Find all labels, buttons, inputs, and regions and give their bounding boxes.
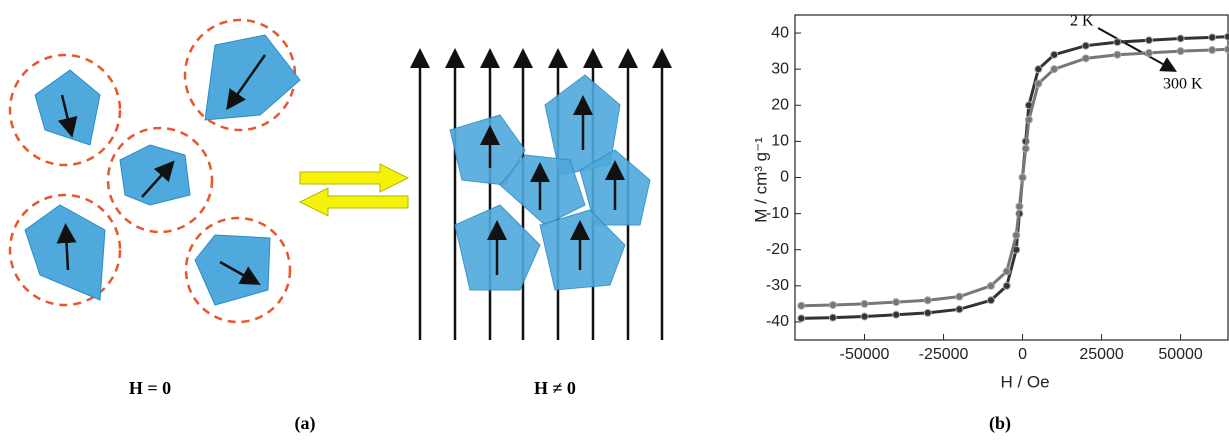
x-axis-label: H / Oe [1000,372,1049,391]
point [893,311,900,318]
y-tick-label: -10 [766,205,789,222]
point [1022,145,1029,152]
point [1209,47,1216,54]
point [1035,80,1042,87]
point [1114,51,1121,58]
point [1209,34,1216,41]
y-tick-label: 20 [771,96,789,113]
annotation: 300 K [1163,76,1203,93]
point [1177,35,1184,42]
y-tick-label: 0 [780,169,789,186]
point [829,314,836,321]
annotation-arrow [1098,28,1170,68]
y-tick-label: 10 [771,133,789,150]
caption: (a) [295,413,316,434]
point [829,301,836,308]
x-tick-label: 25000 [1079,346,1124,363]
point [861,300,868,307]
diagram-a: H = 0 H ≠ 0 (a) [10,20,662,434]
point [798,315,805,322]
point [1035,66,1042,73]
point [1051,51,1058,58]
point [1114,39,1121,46]
point [798,302,805,309]
point [1225,33,1229,40]
point [1225,46,1229,53]
point [1019,174,1026,181]
point [924,309,931,316]
point [987,282,994,289]
y-tick-label: -40 [766,313,789,330]
point [1013,232,1020,239]
y-tick-label: -20 [766,241,789,258]
x-tick-label: 0 [1018,346,1027,363]
point [1003,282,1010,289]
point [1145,49,1152,56]
right-label: H ≠ 0 [534,378,576,398]
y-tick-label: 30 [771,60,789,77]
point [893,299,900,306]
point [1082,42,1089,49]
point [1051,66,1058,73]
point [1003,268,1010,275]
x-tick-label: -50000 [840,346,890,363]
point [1025,116,1032,123]
point [1145,37,1152,44]
left-label: H = 0 [129,378,171,398]
point [861,313,868,320]
point [956,293,963,300]
point [956,306,963,313]
point [1177,48,1184,55]
point [1082,55,1089,62]
point [1016,203,1023,210]
y-tick-label: 40 [771,24,789,41]
point [987,297,994,304]
x-tick-label: 50000 [1158,346,1203,363]
point [924,297,931,304]
y-tick-label: -30 [766,277,789,294]
caption: (b) [989,413,1011,434]
x-tick-label: -25000 [919,346,969,363]
